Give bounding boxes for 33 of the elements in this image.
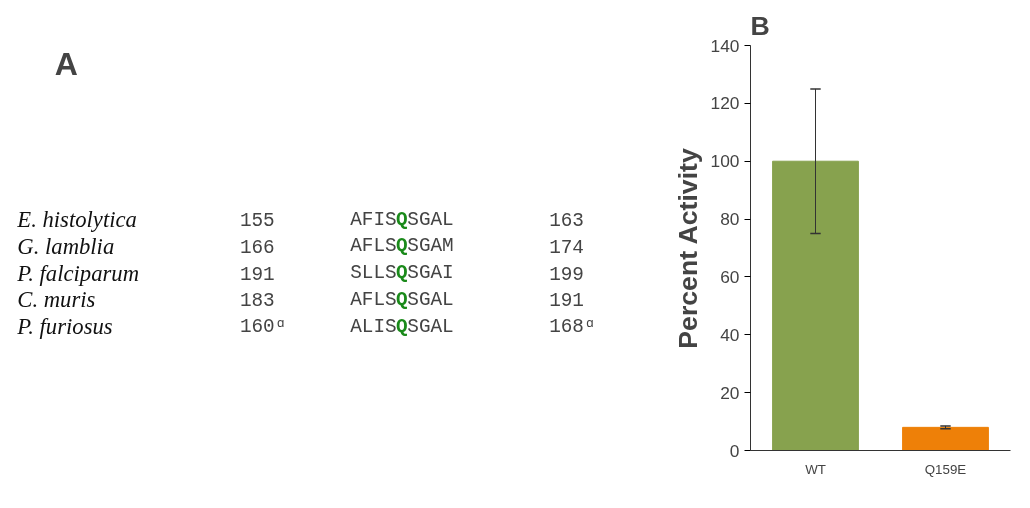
text: 160ᵅ — [239, 315, 287, 338]
y-tick-label: 0 — [729, 440, 740, 461]
y-tick-label: 140 — [710, 35, 740, 56]
text: AFISQSGAL — [350, 208, 454, 231]
x-tick-label: WT — [805, 461, 826, 477]
y-tick-label: 60 — [720, 266, 740, 287]
y-tick-label: 120 — [710, 93, 740, 114]
text: 183 — [239, 290, 275, 313]
text: 168ᵅ — [549, 315, 596, 338]
x-tick-label: Q159E — [924, 461, 967, 477]
text: 191 — [549, 290, 584, 313]
text: 174 — [549, 236, 584, 259]
text: AFLSQSGAL — [350, 288, 454, 311]
y-tick-label: 20 — [720, 382, 740, 403]
text: C. muris — [17, 287, 96, 313]
chart-title: B — [750, 10, 770, 41]
text: ALISQSGAL — [350, 315, 454, 338]
text: P. falciparum — [16, 260, 140, 286]
y-tick-label: 40 — [720, 324, 740, 345]
y-axis-title: Percent Activity — [672, 148, 703, 349]
text: 163 — [549, 210, 584, 233]
text: P. furiosus — [16, 314, 113, 340]
text: AFLSQSGAM — [350, 235, 454, 258]
text: A — [54, 45, 78, 82]
y-tick-label: 80 — [720, 209, 740, 230]
text: 166 — [239, 236, 275, 259]
text: 191 — [239, 263, 275, 286]
text: E. histolytica — [16, 207, 137, 233]
text: SLLSQSGAI — [350, 262, 454, 285]
text: G. lamblia — [17, 233, 115, 259]
y-tick-label: 100 — [710, 151, 740, 172]
text: 199 — [549, 263, 584, 286]
text: 155 — [239, 210, 275, 233]
